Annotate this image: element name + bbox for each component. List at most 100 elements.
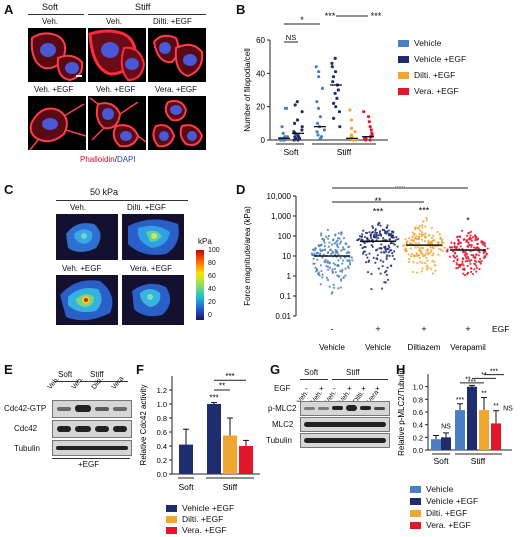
panel-c-col-label-2: Dilti. +EGF: [127, 203, 166, 212]
legend-b-swatch-diltiazem-egf: [398, 71, 409, 79]
chart-b-point-2-9: [315, 100, 319, 104]
chart-d-point-0-163: [342, 276, 345, 279]
chart-b-point-0-8: [283, 135, 287, 139]
chart-d-point-0-56: [325, 235, 328, 238]
chart-d-point-0-94: [328, 248, 332, 252]
chart-d-point-0-136: [344, 242, 347, 245]
chart-d-point-1-77: [385, 255, 388, 258]
chart-d-point-1-107: [377, 236, 380, 240]
stain-separator: /: [114, 155, 117, 164]
chart-d-point-0-58: [321, 249, 324, 252]
chart-d-xlabel-3: Verapamil: [450, 343, 486, 352]
band-e-gtp-1: [57, 407, 71, 411]
chart-d-point-0-135: [336, 251, 339, 254]
chart-d-point-2-123: [437, 253, 440, 256]
panel-g-egf-1: -: [305, 384, 308, 393]
chart-d-point-1-123: [382, 228, 385, 231]
chart-d-point-1-152: [384, 247, 387, 250]
chart-d-point-1-25: [363, 235, 367, 239]
chart-d-point-1-83: [385, 269, 388, 273]
panel-c-title: 50 kPa: [90, 187, 119, 197]
chart-d-point-3-64: [480, 259, 483, 263]
legend-h-swatch-vehicle-egf: [410, 497, 421, 505]
chart-d-point-2-105: [430, 267, 433, 270]
legend-f-label-diltiazem-egf: Dilti. +EGF: [182, 514, 224, 524]
chart-d-point-2-166: [424, 225, 427, 228]
chart-d-point-1-144: [377, 234, 381, 237]
chart-d-point-3-135: [475, 253, 478, 256]
chart-d-point-0-85: [339, 286, 342, 289]
chart-h-sig-2: ***: [456, 397, 464, 404]
chart-d-point-0-128: [337, 287, 340, 290]
chart-d-point-3-62: [472, 254, 475, 257]
chart-d-point-1-63: [395, 238, 398, 241]
band-e-gtp-2: [75, 405, 91, 412]
micrograph-stiff-diltiazem-egf: [148, 28, 206, 82]
chart-d-point-2-136: [432, 246, 435, 249]
chart-d-point-0-31: [334, 271, 337, 274]
chart-f-ylabel: Relative Cdc42 activity: [139, 385, 148, 466]
chart-d-point-2-157: [414, 228, 417, 231]
chart-h-group-stiff: Stiff: [471, 456, 486, 466]
panel-a-col-label-2: Veh.: [106, 17, 123, 26]
chart-d-egf-2: +: [421, 324, 426, 334]
band-g-tub: [304, 438, 386, 443]
chart-d-point-2-77: [418, 249, 421, 252]
chart-b-point-1-8: [292, 130, 296, 134]
chart-d-point-3-105: [471, 236, 475, 239]
chart-d-point-2-167: [417, 235, 420, 238]
chart-d-point-1-126: [388, 233, 391, 236]
chart-f-ytick-label-6: 1.2: [157, 386, 167, 395]
panel-e-group-stiff: Stiff: [90, 370, 104, 379]
legend-f-swatch-verapamil-egf: [166, 526, 177, 534]
chart-d-point-0-95: [319, 234, 323, 237]
chart-d-point-1-26: [380, 243, 383, 246]
chart-d-point-1-6: [382, 237, 385, 240]
chart-d-point-2-12: [431, 254, 434, 257]
chart-d-point-0-120: [328, 262, 331, 265]
chart-b-point-3-11: [333, 70, 338, 74]
chart-d-point-3-77: [453, 245, 456, 248]
panel-g-group-line-soft: [300, 379, 328, 380]
panel-label-c: C: [4, 182, 14, 197]
chart-b-point-5-1: [368, 138, 372, 142]
chart-d-point-1-88: [379, 259, 382, 262]
chart-d-point-1-158: [384, 245, 387, 248]
chart-d-point-1-146: [374, 235, 377, 238]
chart-d-point-2-85: [436, 230, 439, 234]
micrograph-stiff-verapamil-egf-image: [152, 100, 204, 148]
chart-d-point-2-114: [407, 260, 411, 263]
chart-d-point-2-20: [409, 254, 413, 258]
chart-d-point-3-120: [461, 260, 464, 263]
band-e-cdc42-1: [57, 426, 71, 432]
chart-d-point-3-80: [458, 263, 461, 266]
panel-label-g: G: [270, 362, 281, 377]
chart-d-point-3-144: [485, 252, 488, 256]
chart-b-point-3-1: [332, 116, 336, 120]
panel-g-group-line-stiff: [332, 379, 388, 380]
chart-d-point-0-160: [339, 279, 343, 282]
chart-d-point-3-154: [483, 254, 486, 258]
chart-d-point-3-78: [469, 237, 473, 240]
chart-d-point-0-139: [320, 269, 323, 273]
chart-b-point-5-10: [367, 120, 371, 124]
chart-b-point-2-12: [317, 70, 321, 74]
chart-d-point-2-100: [411, 270, 415, 274]
chart-b-point-3-5: [335, 96, 339, 100]
stain-dapi: DAPI: [116, 155, 136, 164]
chart-d-sig-5: *: [466, 216, 470, 226]
chart-b-point-5-3: [364, 136, 368, 140]
chart-d-point-3-99: [463, 238, 466, 241]
scale-c-title: kPa: [198, 237, 212, 246]
chart-d-point-2-98: [441, 242, 444, 245]
chart-d-point-2-129: [426, 264, 429, 267]
chart-d-point-3-121: [466, 253, 469, 256]
chart-d-egf-1: +: [375, 324, 380, 334]
chart-d-point-0-154: [333, 263, 337, 266]
chart-d-point-2-71: [416, 271, 419, 274]
chart-d-point-3-71: [470, 258, 473, 262]
panel-a-group-line-soft: [28, 14, 84, 15]
chart-b-ytick-label-0: 0: [261, 136, 266, 145]
legend-b-label-vehicle: Vehicle: [414, 38, 442, 48]
chart-d-point-2-138: [417, 227, 420, 230]
